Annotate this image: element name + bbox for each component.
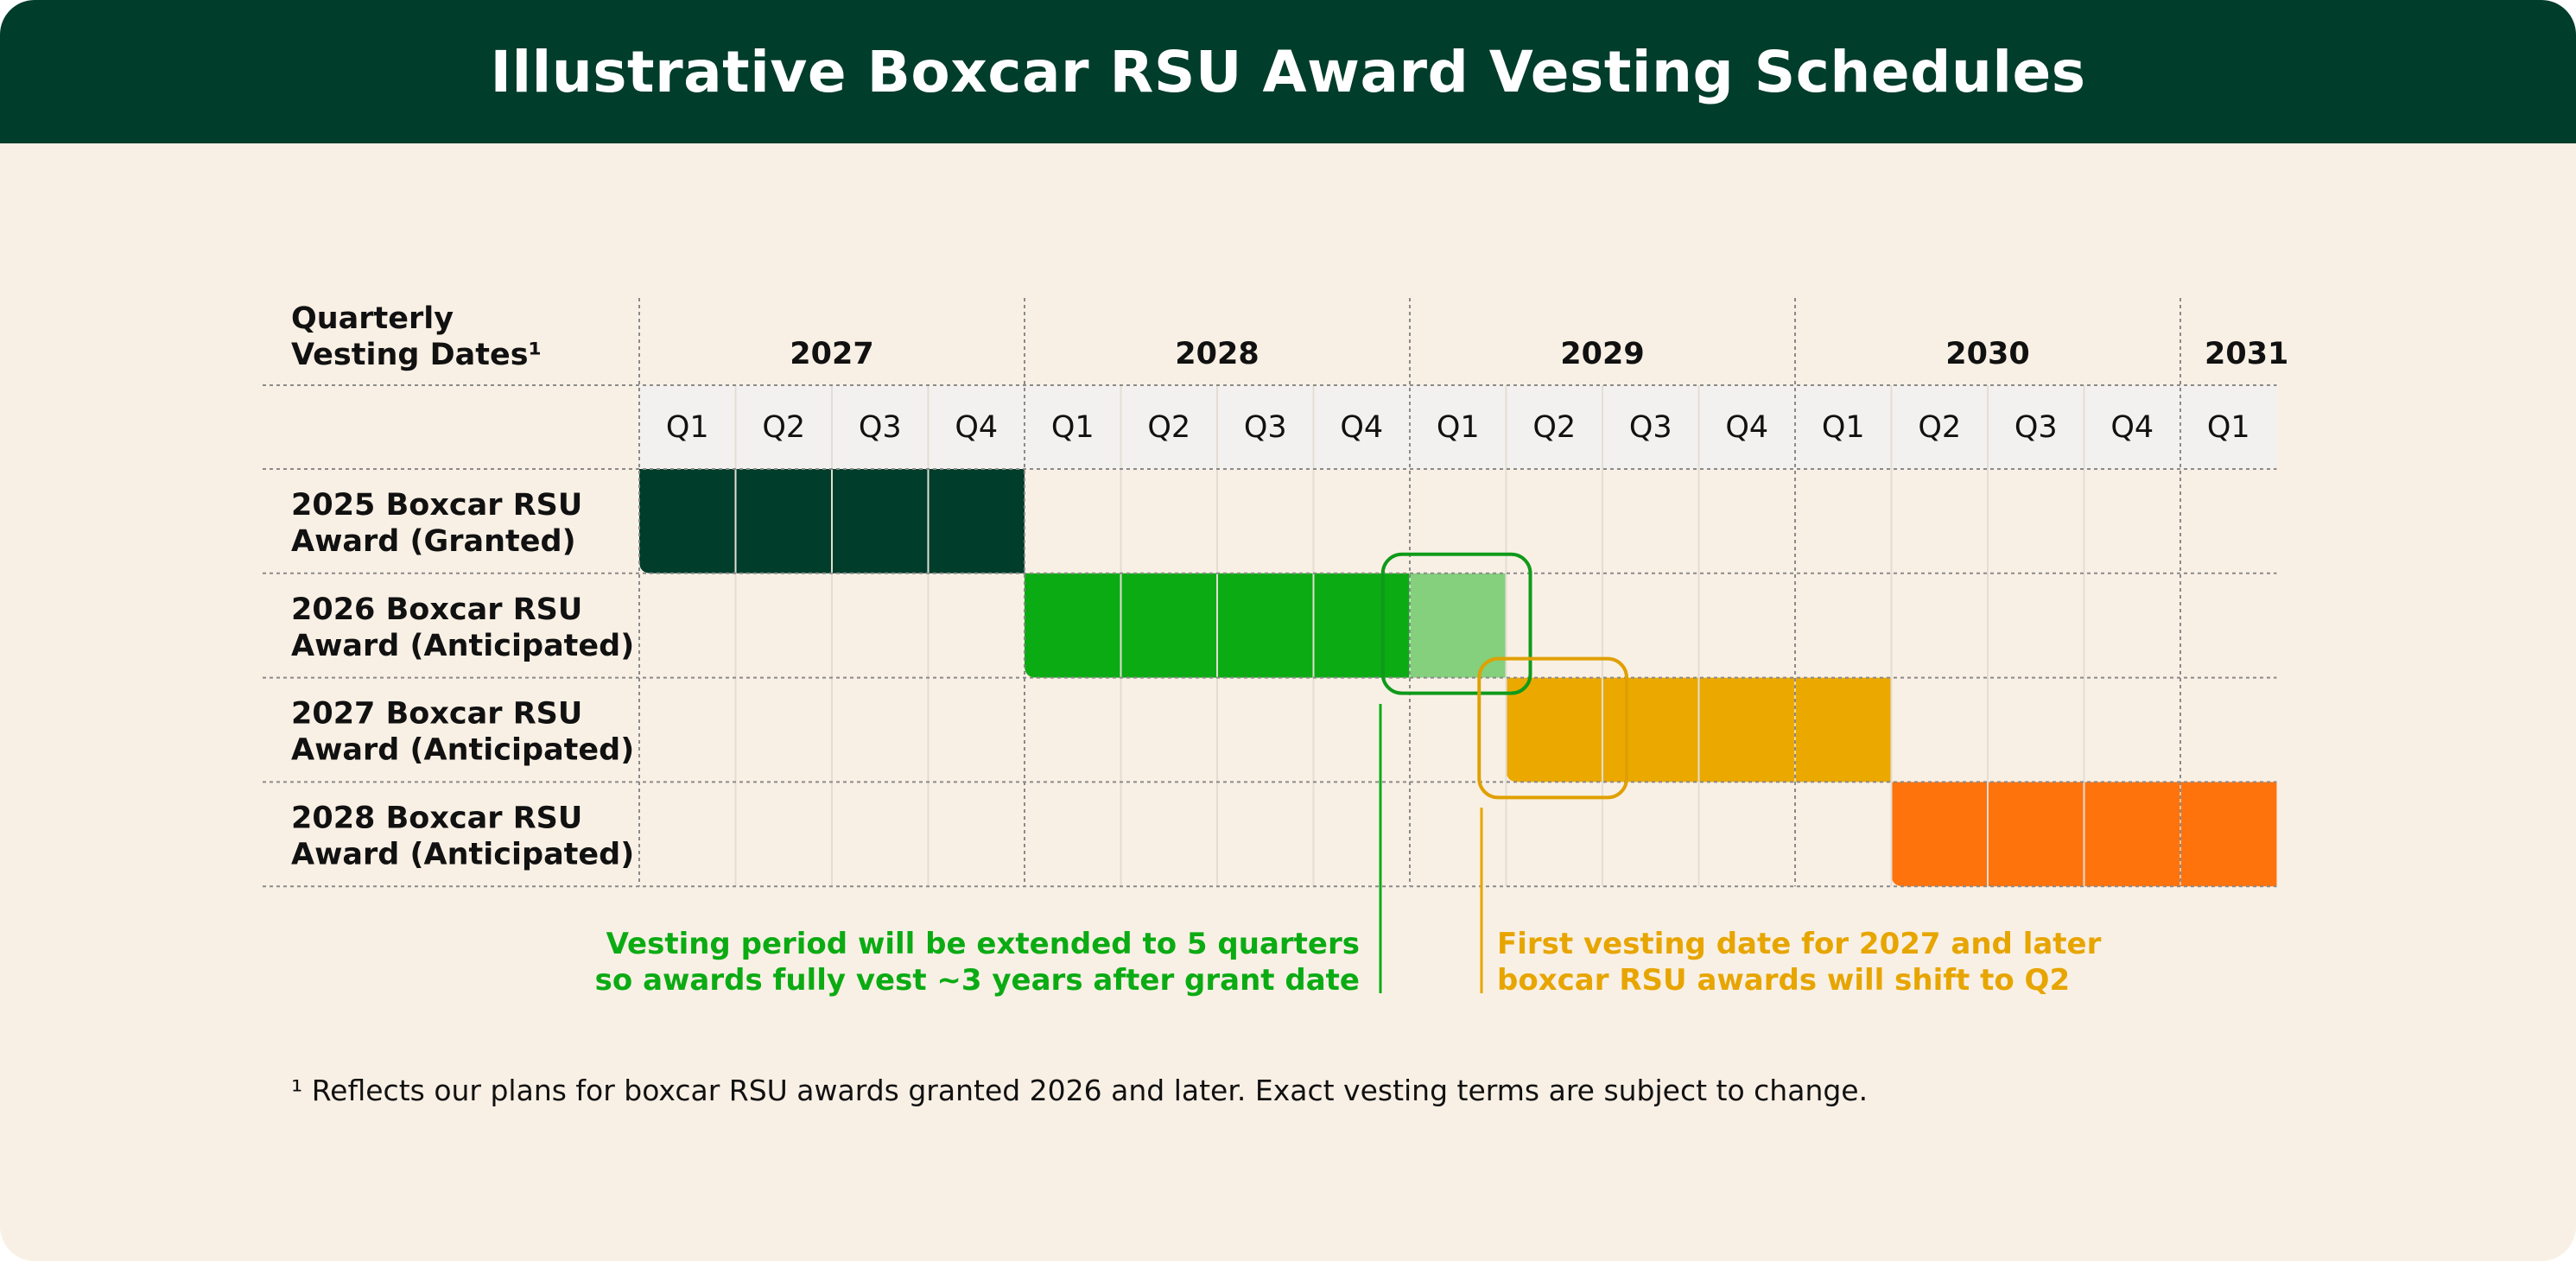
quarter-label: Q4	[1725, 410, 1768, 445]
row-label: 2026 Boxcar RSU Award (Anticipated)	[291, 592, 634, 663]
quarter-label: Q4	[2110, 410, 2154, 445]
quarter-label: Q1	[1822, 410, 1865, 445]
quarter-label: Q2	[1918, 410, 1961, 445]
year-label: 2031	[2205, 337, 2288, 371]
quarter-label: Q3	[1244, 410, 1287, 445]
quarter-label: Q1	[666, 410, 709, 445]
quarter-label: Q1	[1051, 410, 1094, 445]
footnote: ¹ Reflects our plans for boxcar RSU awar…	[291, 1074, 1869, 1107]
year-label: 2029	[1560, 337, 1644, 371]
quarter-label: Q2	[1532, 410, 1576, 445]
quarter-label: Q2	[762, 410, 805, 445]
header-label: Quarterly Vesting Dates¹	[291, 301, 542, 372]
year-label: 2027	[790, 337, 873, 371]
annotation-vesting-extension: Vesting period will be extended to 5 qua…	[594, 927, 1360, 998]
quarter-label: Q4	[1340, 410, 1383, 445]
quarter-label: Q1	[2207, 410, 2250, 445]
highlight-box	[1380, 552, 1532, 695]
quarter-label: Q3	[1629, 410, 1672, 445]
year-label: 2030	[1945, 337, 2029, 371]
quarter-label: Q2	[1147, 410, 1190, 445]
quarter-label: Q1	[1437, 410, 1480, 445]
quarter-label: Q3	[2014, 410, 2058, 445]
quarter-label: Q4	[955, 410, 998, 445]
year-label: 2028	[1175, 337, 1259, 371]
page-title: Illustrative Boxcar RSU Award Vesting Sc…	[490, 38, 2086, 105]
annotation-first-vesting-shift: First vesting date for 2027 and later bo…	[1497, 927, 2102, 998]
quarter-label: Q3	[859, 410, 902, 445]
row-label: 2027 Boxcar RSU Award (Anticipated)	[291, 697, 634, 768]
title-banner: Illustrative Boxcar RSU Award Vesting Sc…	[0, 0, 2576, 143]
row-label: 2028 Boxcar RSU Award (Anticipated)	[291, 801, 634, 871]
vesting-bar-extension	[1410, 573, 1507, 678]
row-label: 2025 Boxcar RSU Award (Granted)	[291, 488, 582, 559]
highlight-box	[1477, 656, 1629, 800]
quarter-header-band	[639, 385, 2277, 469]
